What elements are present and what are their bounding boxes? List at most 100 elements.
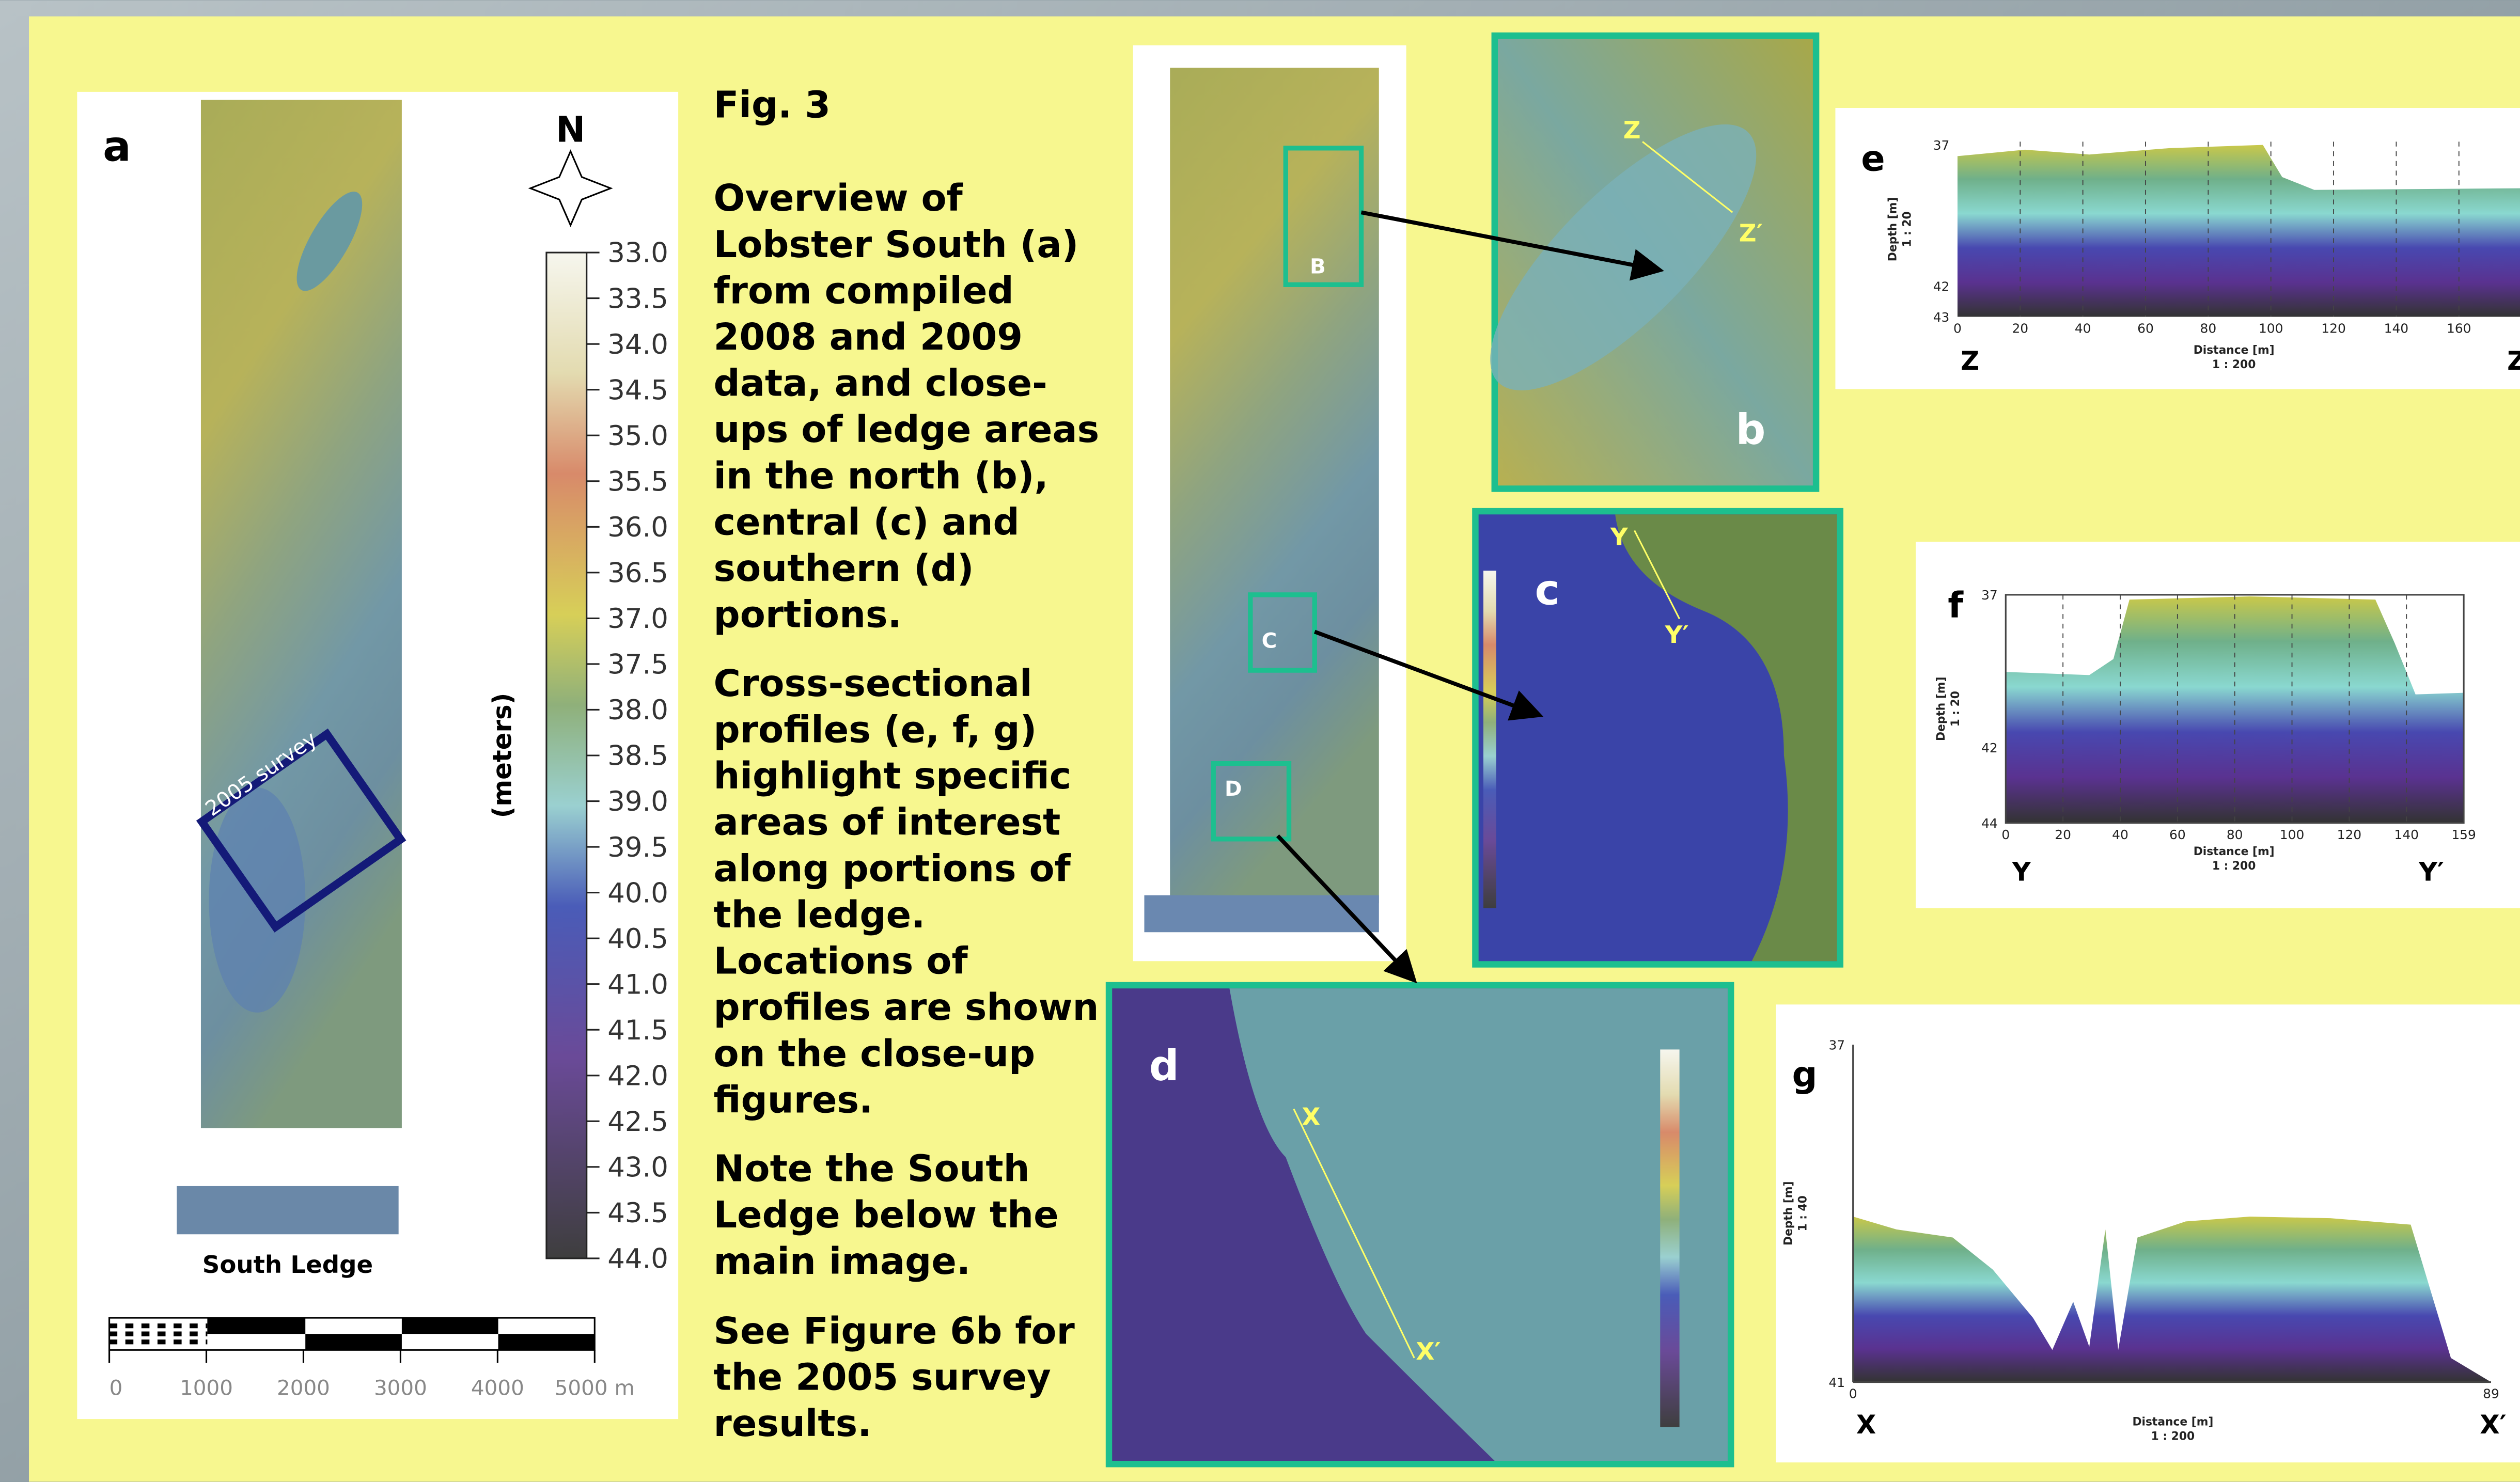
panel-label: c: [1535, 566, 1560, 615]
profile-start: Y: [2012, 857, 2031, 887]
caption-line: portions.: [714, 593, 902, 636]
caption-line: Lobster South (a): [714, 223, 1079, 266]
x-tick-label: 40: [2075, 321, 2091, 336]
caption-line: profiles are shown: [714, 986, 1099, 1029]
profile-end: Z′: [1739, 219, 1763, 247]
colorbar-label: 40.0: [607, 877, 668, 909]
caption-line: on the close-up: [714, 1032, 1036, 1075]
colorbar-label: 36.0: [607, 512, 668, 543]
x-tick-label: 0: [1849, 1386, 1857, 1401]
caption-line: areas of interest: [714, 801, 1061, 844]
caption-line: highlight specific: [714, 754, 1072, 797]
colorbar-label: 34.5: [607, 374, 668, 406]
x-tick-label: 140: [2394, 827, 2419, 842]
y-tick-label: 37: [1981, 588, 1998, 603]
profile-start: Z: [1961, 346, 1979, 376]
colorbar: [1660, 1049, 1679, 1427]
page: 2005 survey a N (meters) South Ledge 33.…: [0, 0, 2520, 1482]
caption-line: Locations of: [714, 940, 968, 983]
profile-shape: [1853, 1217, 2491, 1382]
caption-line: results.: [714, 1402, 872, 1445]
x-tick-label: 80: [2200, 321, 2217, 336]
colorbar-label: 42.5: [607, 1106, 668, 1138]
scale-label: 5000 m: [555, 1375, 635, 1400]
scale-label: 1000: [180, 1375, 233, 1400]
x-tick-label: 20: [2012, 321, 2028, 336]
y-scale: 1 : 20: [1901, 211, 1914, 247]
x-tick-label: 60: [2137, 321, 2154, 336]
y-tick-label: 44: [1981, 816, 1998, 831]
scale-label: 2000: [277, 1375, 330, 1400]
overview-map: [1170, 68, 1379, 903]
x-tick-label: 80: [2227, 827, 2243, 842]
colorbar-label: 42.0: [607, 1060, 668, 1092]
colorbar: [1483, 571, 1496, 908]
x-tick-label: 40: [2112, 827, 2128, 842]
box-label: C: [1262, 628, 1277, 653]
caption-line: in the north (b),: [714, 454, 1048, 497]
profile-end: Z: [1623, 117, 1641, 145]
x-tick-label: 89: [2483, 1386, 2499, 1401]
box-label: D: [1225, 776, 1242, 801]
colorbar-label: 38.0: [607, 695, 668, 726]
x-tick-label: 159: [2451, 827, 2476, 842]
scale-label: 0: [109, 1375, 123, 1400]
profile-end: Y′: [1665, 621, 1689, 649]
x-label: Distance [m]: [2194, 845, 2275, 858]
x-tick-label: 160: [2447, 321, 2471, 336]
x-scale: 1 : 200: [2212, 358, 2256, 371]
colorbar-label: 41.0: [607, 969, 668, 1000]
panel-label: e: [1861, 138, 1885, 179]
colorbar: [546, 253, 587, 1258]
y-label: Depth [m]: [1782, 1181, 1795, 1245]
colorbar-label: 44.0: [607, 1243, 668, 1275]
x-tick-label: 100: [2280, 827, 2304, 842]
y-scale: 1 : 40: [1796, 1195, 1809, 1231]
colorbar-label: 33.0: [607, 238, 668, 269]
south-ledge-map: [177, 1186, 398, 1234]
colorbar-label: 36.5: [607, 558, 668, 589]
colorbar-label: 37.0: [607, 603, 668, 635]
caption-line: data, and close-: [714, 362, 1047, 405]
profile-end: Y′: [2418, 857, 2444, 887]
y-label: Depth [m]: [1935, 677, 1948, 741]
colorbar-label: 43.0: [607, 1152, 668, 1184]
box-label: B: [1310, 254, 1326, 279]
caption-line: figures.: [714, 1078, 873, 1121]
scale-label: 3000: [374, 1375, 427, 1400]
scale-bar: [109, 1318, 595, 1350]
y-scale: 1 : 20: [1949, 691, 1962, 727]
colorbar-label: 39.0: [607, 786, 668, 817]
south-ledge-label: South Ledge: [202, 1251, 373, 1279]
colorbar-label: 43.5: [607, 1197, 668, 1229]
x-tick-label: 60: [2169, 827, 2186, 842]
panel-label: d: [1149, 1042, 1179, 1091]
colorbar-label: 33.5: [607, 283, 668, 314]
x-tick-label: 120: [2337, 827, 2361, 842]
caption-line: Ledge below the: [714, 1193, 1059, 1236]
caption-line: Cross-sectional: [714, 662, 1032, 705]
x-tick-label: 20: [2055, 827, 2071, 842]
caption-line: the 2005 survey: [714, 1355, 1051, 1398]
x-label: Distance [m]: [2132, 1416, 2213, 1429]
profile-end: Z: [2507, 346, 2520, 376]
caption-line: southern (d): [714, 547, 974, 590]
profile-start: X: [1856, 1410, 1876, 1440]
figure: 2005 survey a N (meters) South Ledge 33.…: [0, 0, 2520, 1482]
y-tick-label: 41: [1828, 1375, 1845, 1390]
colorbar-label: 35.0: [607, 420, 668, 452]
y-tick-label: 42: [1933, 279, 1950, 294]
x-scale: 1 : 200: [2212, 860, 2256, 873]
colorbar-label: 34.0: [607, 329, 668, 360]
colorbar-label: 40.5: [607, 923, 668, 955]
caption-line: See Figure 6b for: [714, 1310, 1075, 1352]
caption-line: the ledge.: [714, 893, 926, 936]
colorbar-label: 35.5: [607, 466, 668, 497]
panel-label: g: [1792, 1054, 1817, 1095]
x-tick-label: 100: [2259, 321, 2283, 336]
y-tick-label: 42: [1981, 740, 1998, 755]
caption-line: Note the South: [714, 1147, 1030, 1190]
y-tick-label: 37: [1828, 1037, 1845, 1052]
x-tick-label: 0: [2001, 827, 2010, 842]
caption-title: Fig. 3: [714, 84, 831, 127]
